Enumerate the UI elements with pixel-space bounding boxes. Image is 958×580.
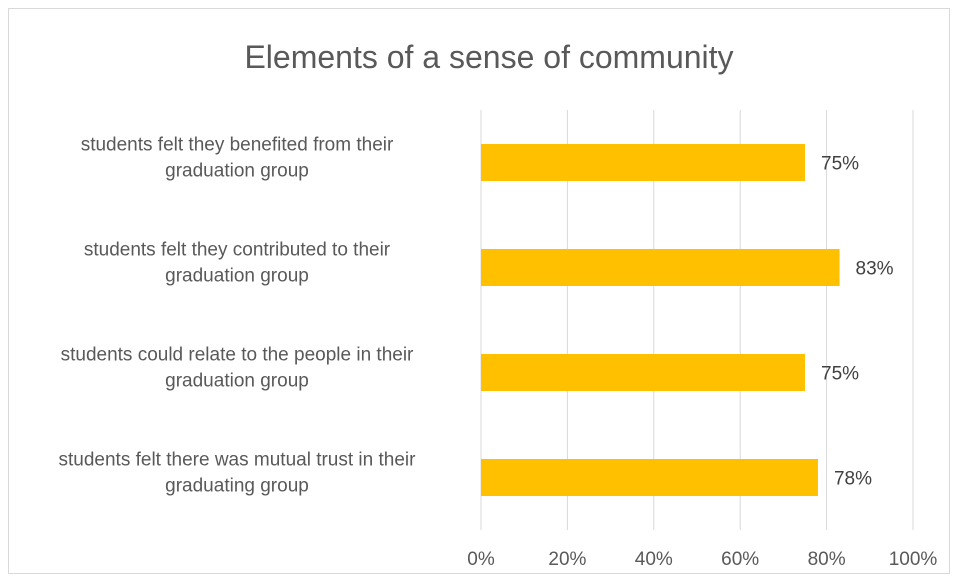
x-tick-label: 100% bbox=[889, 549, 938, 570]
data-labels: 75% 83% 75% 78% bbox=[821, 154, 894, 490]
category-label: students felt there was mutual trust in … bbox=[59, 450, 417, 497]
category-label: students felt they contributed to their g… bbox=[84, 240, 391, 287]
category-label: students could relate to the people in t… bbox=[61, 345, 414, 392]
x-tick-label: 20% bbox=[548, 549, 586, 570]
x-tick-label: 40% bbox=[635, 549, 673, 570]
data-label: 83% bbox=[856, 259, 894, 280]
x-tick-label: 60% bbox=[721, 549, 759, 570]
category-label: students felt they benefited from their g… bbox=[81, 135, 394, 182]
bars bbox=[481, 144, 840, 496]
data-label: 78% bbox=[834, 469, 872, 490]
x-tick-label: 80% bbox=[808, 549, 846, 570]
chart-title: Elements of a sense of community bbox=[244, 39, 733, 75]
x-tick-label: 0% bbox=[467, 549, 495, 570]
data-label: 75% bbox=[821, 364, 859, 385]
bar bbox=[481, 144, 805, 181]
bar bbox=[481, 459, 818, 496]
bar bbox=[481, 354, 805, 391]
x-axis-ticks: 0% 20% 40% 60% 80% 100% bbox=[467, 549, 937, 570]
data-label: 75% bbox=[821, 154, 859, 175]
bar bbox=[481, 249, 840, 286]
category-labels: students felt they benefited from their g… bbox=[59, 135, 417, 497]
